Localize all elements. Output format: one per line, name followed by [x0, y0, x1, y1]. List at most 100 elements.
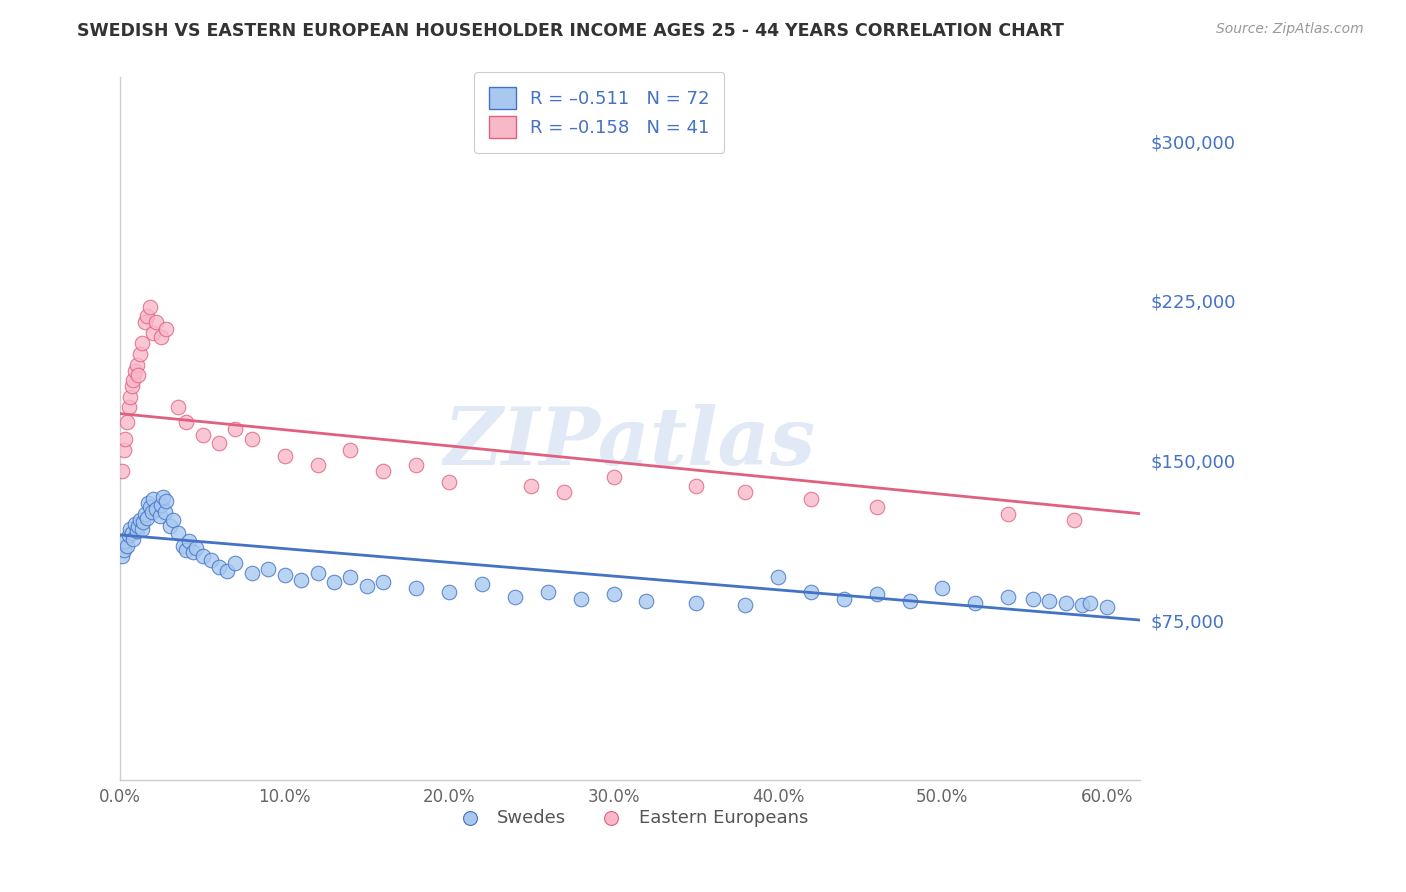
Point	[166, 401, 188, 415]
Point	[135, 511, 157, 525]
Point	[191, 428, 214, 442]
Point	[134, 315, 156, 329]
Point	[142, 491, 165, 506]
Point	[208, 436, 231, 450]
Point	[520, 479, 543, 493]
Point	[257, 562, 280, 576]
Point	[1022, 591, 1045, 606]
Point	[122, 373, 145, 387]
Point	[120, 390, 142, 404]
Point	[1063, 513, 1085, 527]
Point	[112, 542, 135, 557]
Point	[224, 556, 246, 570]
Point	[471, 577, 494, 591]
Point	[997, 507, 1019, 521]
Point	[131, 522, 153, 536]
Point	[121, 525, 143, 540]
Point	[636, 594, 658, 608]
Point	[121, 379, 143, 393]
Point	[115, 539, 138, 553]
Point	[134, 507, 156, 521]
Point	[1095, 600, 1118, 615]
Point	[174, 415, 197, 429]
Point	[866, 587, 889, 601]
Point	[125, 524, 148, 538]
Point	[124, 517, 146, 532]
Point	[174, 542, 197, 557]
Point	[114, 534, 136, 549]
Point	[139, 500, 162, 515]
Point	[503, 590, 526, 604]
Text: ZIPatlas: ZIPatlas	[444, 404, 815, 482]
Point	[1038, 594, 1060, 608]
Point	[339, 570, 361, 584]
Point	[537, 585, 560, 599]
Point	[553, 485, 575, 500]
Point	[356, 579, 378, 593]
Point	[129, 347, 152, 361]
Point	[437, 585, 460, 599]
Point	[437, 475, 460, 489]
Point	[832, 591, 855, 606]
Text: Source: ZipAtlas.com: Source: ZipAtlas.com	[1216, 22, 1364, 37]
Point	[120, 522, 142, 536]
Point	[150, 330, 173, 344]
Point	[124, 364, 146, 378]
Point	[405, 581, 427, 595]
Point	[997, 590, 1019, 604]
Point	[240, 432, 263, 446]
Point	[898, 594, 921, 608]
Point	[172, 539, 194, 553]
Point	[290, 573, 312, 587]
Point	[323, 574, 346, 589]
Point	[217, 564, 239, 578]
Point	[965, 596, 987, 610]
Point	[153, 504, 176, 518]
Point	[307, 566, 329, 581]
Point	[162, 513, 184, 527]
Point	[139, 300, 162, 314]
Legend: Swedes, Eastern Europeans: Swedes, Eastern Europeans	[444, 801, 815, 834]
Point	[602, 470, 624, 484]
Point	[117, 528, 139, 542]
Point	[373, 464, 395, 478]
Point	[274, 568, 297, 582]
Point	[136, 496, 159, 510]
Point	[208, 559, 231, 574]
Point	[111, 549, 134, 564]
Point	[685, 479, 707, 493]
Point	[145, 315, 167, 329]
Point	[132, 515, 155, 529]
Point	[602, 587, 624, 601]
Point	[766, 570, 789, 584]
Point	[131, 336, 153, 351]
Point	[145, 502, 167, 516]
Point	[114, 432, 136, 446]
Point	[200, 553, 222, 567]
Point	[150, 498, 173, 512]
Point	[181, 545, 204, 559]
Point	[931, 581, 953, 595]
Point	[115, 415, 138, 429]
Point	[569, 591, 592, 606]
Point	[685, 596, 707, 610]
Point	[142, 326, 165, 340]
Point	[1071, 598, 1094, 612]
Point	[127, 368, 149, 383]
Point	[224, 421, 246, 435]
Point	[135, 309, 157, 323]
Point	[155, 494, 177, 508]
Point	[127, 519, 149, 533]
Point	[240, 566, 263, 581]
Point	[111, 464, 134, 478]
Point	[274, 449, 297, 463]
Point	[179, 534, 201, 549]
Point	[734, 485, 756, 500]
Point	[307, 458, 329, 472]
Point	[405, 458, 427, 472]
Point	[125, 358, 148, 372]
Point	[117, 401, 139, 415]
Text: SWEDISH VS EASTERN EUROPEAN HOUSEHOLDER INCOME AGES 25 - 44 YEARS CORRELATION CH: SWEDISH VS EASTERN EUROPEAN HOUSEHOLDER …	[77, 22, 1064, 40]
Point	[1054, 596, 1077, 610]
Point	[339, 442, 361, 457]
